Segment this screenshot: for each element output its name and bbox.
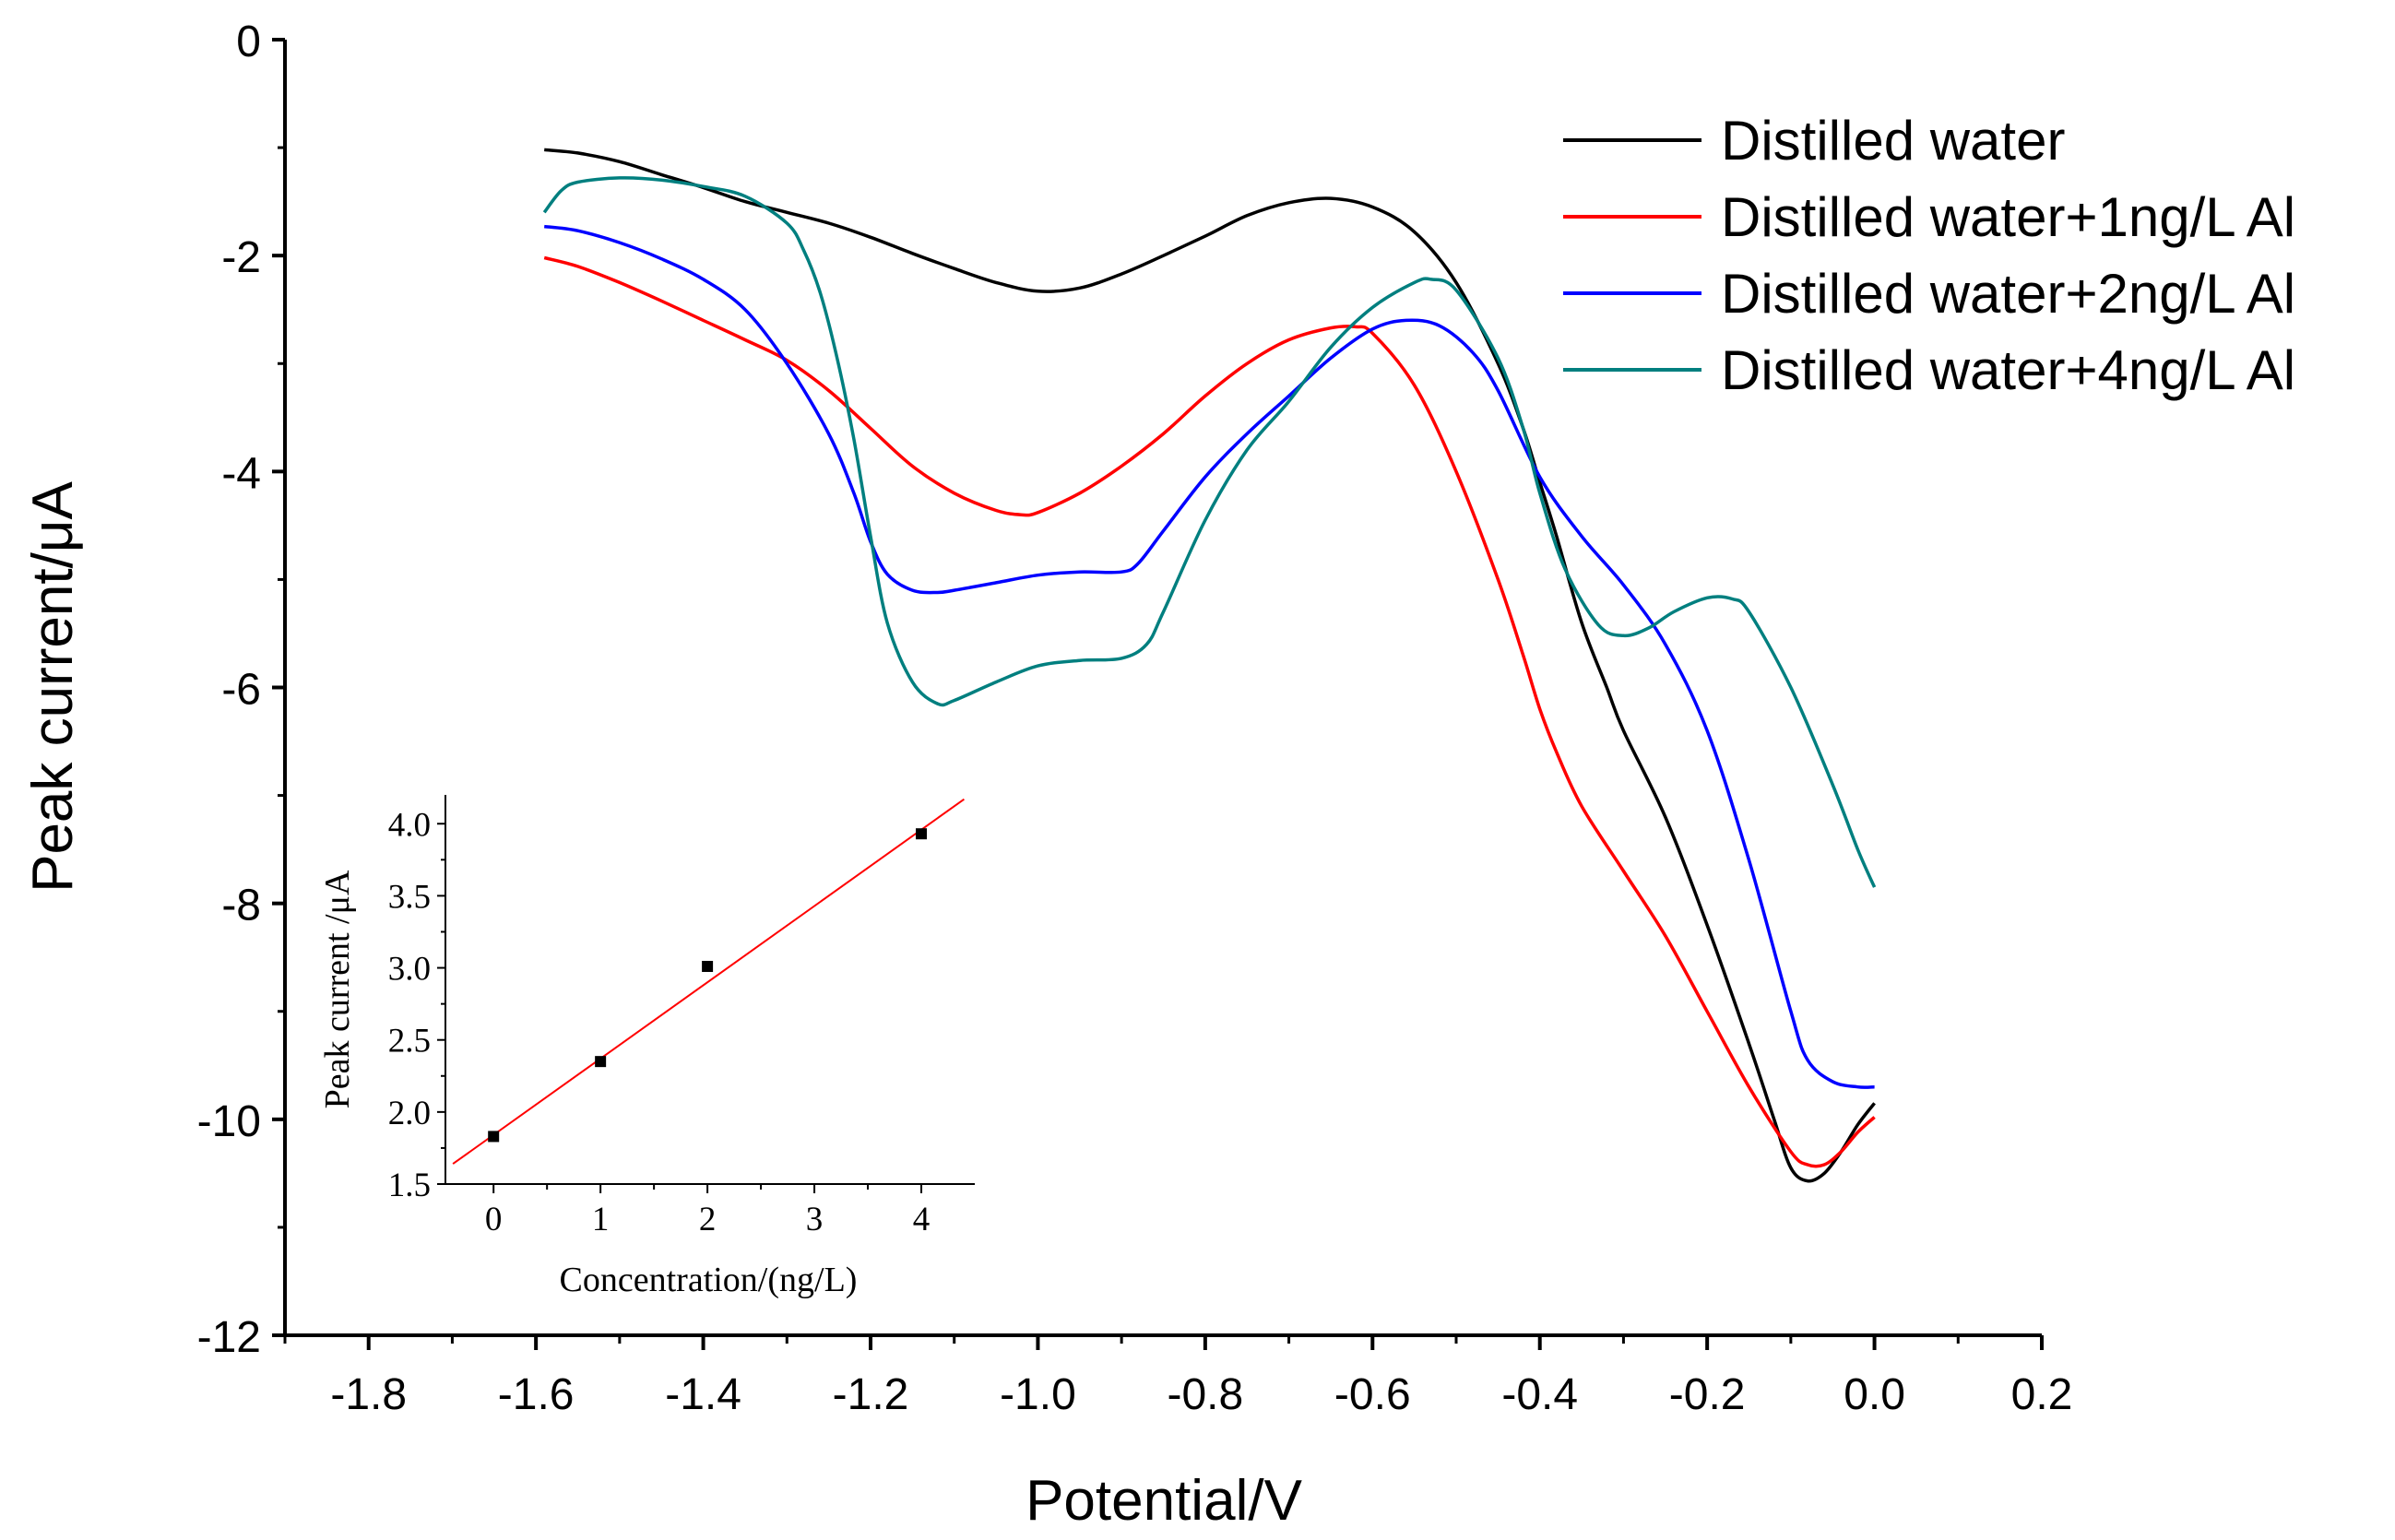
inset-y-tick-label: 2.5 [388, 1023, 431, 1060]
series-line-1 [544, 148, 1876, 1183]
series-line-2 [543, 255, 1876, 1168]
legend-label: Distilled water+4ng/L Al [1721, 339, 2295, 401]
inset-x-axis-label: Concentration/(ng/L) [560, 1261, 858, 1299]
inset-fit-line [452, 798, 965, 1165]
main-x-tick-label: 0.2 [2011, 1370, 2073, 1419]
inset-x-tick-label: 3 [806, 1201, 824, 1238]
legend-label: Distilled water+2ng/L Al [1721, 263, 2295, 325]
main-x-tick-label: -1.6 [498, 1370, 575, 1419]
inset-x-tick-label: 1 [592, 1201, 610, 1238]
series-line-3 [544, 224, 1875, 1089]
main-x-tick-label: -1.4 [665, 1370, 741, 1419]
main-y-tick-label: -8 [221, 882, 261, 930]
inset-x-tick-label: 2 [699, 1201, 717, 1238]
inset-y-tick-label: 2.0 [388, 1095, 431, 1132]
legend-label: Distilled water [1721, 110, 2065, 172]
main-x-tick-label: -0.6 [1334, 1370, 1411, 1419]
main-x-tick-label: -1.2 [833, 1370, 909, 1419]
main-plot: 0 -2 -4 -6 -8 -10 -12 -1.8 -1.6 -1.4 -1.2 -1.0 -0.8… [21, 18, 2295, 1533]
main-x-tick-label: -0.4 [1501, 1370, 1578, 1419]
inset-data-point [916, 828, 928, 840]
main-y-tick-label: -4 [221, 449, 261, 498]
inset-y-tick-label: 4.0 [388, 806, 431, 844]
main-y-tick-label: -6 [221, 666, 261, 715]
main-y-tick-label: 0 [236, 18, 261, 66]
inset-x-ticks: 0 1 2 3 4 [485, 1184, 930, 1238]
inset-y-tick-label: 3.0 [388, 951, 431, 989]
main-y-tick-label: -12 [197, 1313, 261, 1362]
inset-y-ticks: 1.5 2.0 2.5 3.0 3.5 4.0 [388, 806, 445, 1204]
inset-data-point [595, 1056, 607, 1068]
main-x-tick-label: -0.8 [1167, 1370, 1243, 1419]
inset-data-point [488, 1131, 500, 1143]
main-y-tick-label: -10 [197, 1097, 261, 1146]
inset-x-tick-label: 0 [485, 1201, 503, 1238]
main-y-ticks: 0 -2 -4 -6 -8 -10 -12 [197, 18, 285, 1362]
main-x-tick-label: -1.0 [1000, 1370, 1076, 1419]
main-x-axis-label: Potential/V [1026, 1469, 1303, 1533]
inset-y-tick-label: 3.5 [388, 878, 431, 916]
series-line-4 [542, 176, 1877, 888]
inset-y-tick-label: 1.5 [388, 1167, 431, 1204]
main-y-axis-label: Peak current/μA [21, 480, 85, 892]
main-y-tick-label: -2 [221, 233, 261, 282]
main-x-tick-label: 0.0 [1844, 1370, 1905, 1419]
legend: Distilled water Distilled water+1ng/L Al D… [1563, 110, 2295, 401]
inset-data-point [702, 960, 714, 972]
inset-y-axis-label: Peak current /μA [318, 870, 357, 1108]
main-x-tick-label: -1.8 [330, 1370, 407, 1419]
main-series-lines [542, 148, 1877, 1183]
inset-points [488, 828, 928, 1143]
inset-x-tick-label: 4 [913, 1201, 931, 1238]
inset-plot: 1.5 2.0 2.5 3.0 3.5 4.0 0 1 2 3 4 Peak current /μ… [318, 795, 975, 1299]
legend-label: Distilled water+1ng/L Al [1721, 186, 2295, 248]
main-x-ticks: -1.8 -1.6 -1.4 -1.2 -1.0 -0.8 -0.6 -0.4 -0.2 0.0 0… [283, 1335, 2073, 1419]
main-x-tick-label: -0.2 [1669, 1370, 1746, 1419]
